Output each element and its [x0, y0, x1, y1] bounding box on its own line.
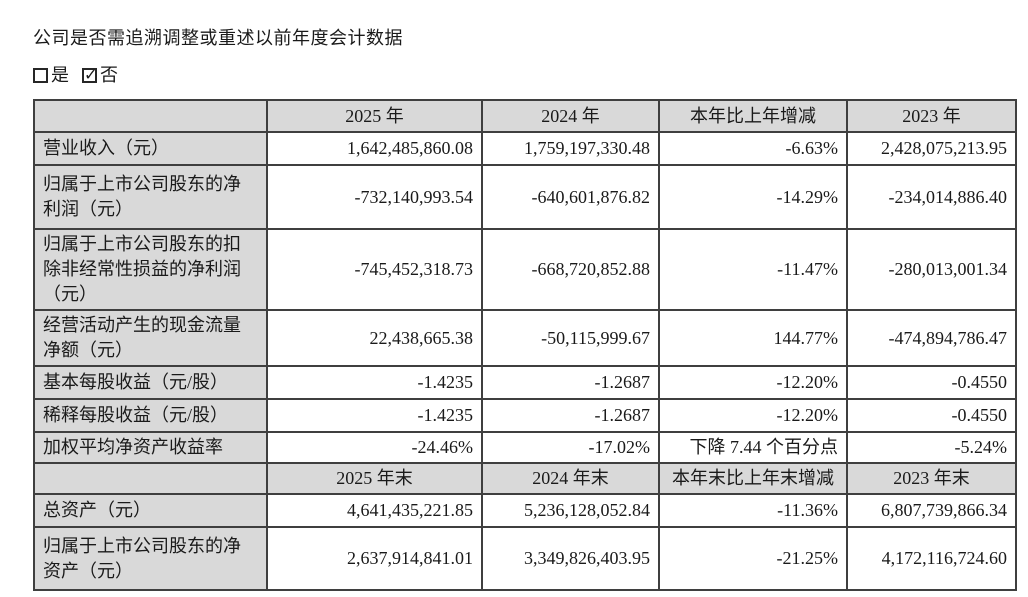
header-2024-end: 2024 年末 [481, 462, 660, 495]
value-2023: 4,172,116,724.60 [846, 526, 1017, 591]
table-row-operating-cash-flow: 经营活动产生的现金流量净额（元） 22,438,665.38 -50,115,9… [33, 309, 1017, 367]
header-end-change: 本年末比上年末增减 [658, 462, 848, 495]
value-2024: -668,720,852.88 [481, 228, 660, 311]
value-2025: 2,637,914,841.01 [266, 526, 483, 591]
value-2024: -50,115,999.67 [481, 309, 660, 367]
row-label: 经营活动产生的现金流量净额（元） [33, 309, 268, 367]
value-2025: 4,641,435,221.85 [266, 493, 483, 528]
row-label: 归属于上市公司股东的扣除非经常性损益的净利润（元） [33, 228, 268, 311]
value-2023: -0.4550 [846, 398, 1017, 433]
value-2025: -1.4235 [266, 398, 483, 433]
value-2025: -732,140,993.54 [266, 164, 483, 230]
option-yes-label: 是 [51, 65, 69, 85]
checkbox-unchecked-icon [33, 67, 48, 83]
value-2024: 3,349,826,403.95 [481, 526, 660, 591]
table-row-diluted-eps: 稀释每股收益（元/股） -1.4235 -1.2687 -12.20% -0.4… [33, 398, 1017, 433]
value-2023: 2,428,075,213.95 [846, 131, 1017, 166]
row-label: 稀释每股收益（元/股） [33, 398, 268, 433]
option-yes: 是 [33, 63, 69, 87]
value-2023: 6,807,739,866.34 [846, 493, 1017, 528]
checkbox-checked-icon: ✓ [82, 65, 97, 84]
header-blank-cell [33, 462, 268, 495]
checkmark-glyph: ✓ [84, 64, 98, 84]
value-change: -6.63% [658, 131, 848, 166]
option-no-label: 否 [100, 65, 118, 85]
value-change: 下降 7.44 个百分点 [658, 431, 848, 464]
value-2023: -0.4550 [846, 365, 1017, 400]
value-2023: -474,894,786.47 [846, 309, 1017, 367]
financial-summary-table: 2025 年 2024 年 本年比上年增减 2023 年 营业收入（元） 1,6… [33, 99, 1017, 591]
value-2024: -17.02% [481, 431, 660, 464]
value-2025: -1.4235 [266, 365, 483, 400]
table-row-net-assets: 归属于上市公司股东的净资产（元） 2,637,914,841.01 3,349,… [33, 526, 1017, 591]
table-row-revenue: 营业收入（元） 1,642,485,860.08 1,759,197,330.4… [33, 131, 1017, 166]
table-row-basic-eps: 基本每股收益（元/股） -1.4235 -1.2687 -12.20% -0.4… [33, 365, 1017, 400]
restatement-options: 是 ✓ 否 [33, 63, 995, 87]
value-change: 144.77% [658, 309, 848, 367]
row-label: 总资产（元） [33, 493, 268, 528]
value-change: -12.20% [658, 365, 848, 400]
value-2024: -1.2687 [481, 365, 660, 400]
value-change: -21.25% [658, 526, 848, 591]
header-2023: 2023 年 [846, 99, 1017, 133]
header-2024: 2024 年 [481, 99, 660, 133]
value-change: -12.20% [658, 398, 848, 433]
value-2025: -745,452,318.73 [266, 228, 483, 311]
header-blank-cell [33, 99, 268, 133]
table-row-net-profit: 归属于上市公司股东的净利润（元） -732,140,993.54 -640,60… [33, 164, 1017, 230]
value-2023: -234,014,886.40 [846, 164, 1017, 230]
value-2024: -640,601,876.82 [481, 164, 660, 230]
restatement-question: 公司是否需追溯调整或重述以前年度会计数据 [33, 28, 403, 48]
value-2024: -1.2687 [481, 398, 660, 433]
option-no: ✓ 否 [82, 63, 118, 87]
header-2025-end: 2025 年末 [266, 462, 483, 495]
value-2025: 22,438,665.38 [266, 309, 483, 367]
header-yoy-change: 本年比上年增减 [658, 99, 848, 133]
row-label: 归属于上市公司股东的净资产（元） [33, 526, 268, 591]
row-label: 归属于上市公司股东的净利润（元） [33, 164, 268, 230]
value-change: -14.29% [658, 164, 848, 230]
table-row-total-assets: 总资产（元） 4,641,435,221.85 5,236,128,052.84… [33, 493, 1017, 528]
endpoint-header-row: 2025 年末 2024 年末 本年末比上年末增减 2023 年末 [33, 462, 1017, 495]
value-change: -11.47% [658, 228, 848, 311]
table-row-net-profit-excl-nonrecurring: 归属于上市公司股东的扣除非经常性损益的净利润（元） -745,452,318.7… [33, 228, 1017, 311]
period-header-row: 2025 年 2024 年 本年比上年增减 2023 年 [33, 99, 1017, 133]
value-2024: 1,759,197,330.48 [481, 131, 660, 166]
header-2023-end: 2023 年末 [846, 462, 1017, 495]
row-label: 基本每股收益（元/股） [33, 365, 268, 400]
table-row-weighted-avg-roe: 加权平均净资产收益率 -24.46% -17.02% 下降 7.44 个百分点 … [33, 431, 1017, 464]
row-label: 加权平均净资产收益率 [33, 431, 268, 464]
value-change: -11.36% [658, 493, 848, 528]
value-2023: -280,013,001.34 [846, 228, 1017, 311]
value-2023: -5.24% [846, 431, 1017, 464]
header-2025: 2025 年 [266, 99, 483, 133]
row-label: 营业收入（元） [33, 131, 268, 166]
value-2024: 5,236,128,052.84 [481, 493, 660, 528]
value-2025: -24.46% [266, 431, 483, 464]
value-2025: 1,642,485,860.08 [266, 131, 483, 166]
